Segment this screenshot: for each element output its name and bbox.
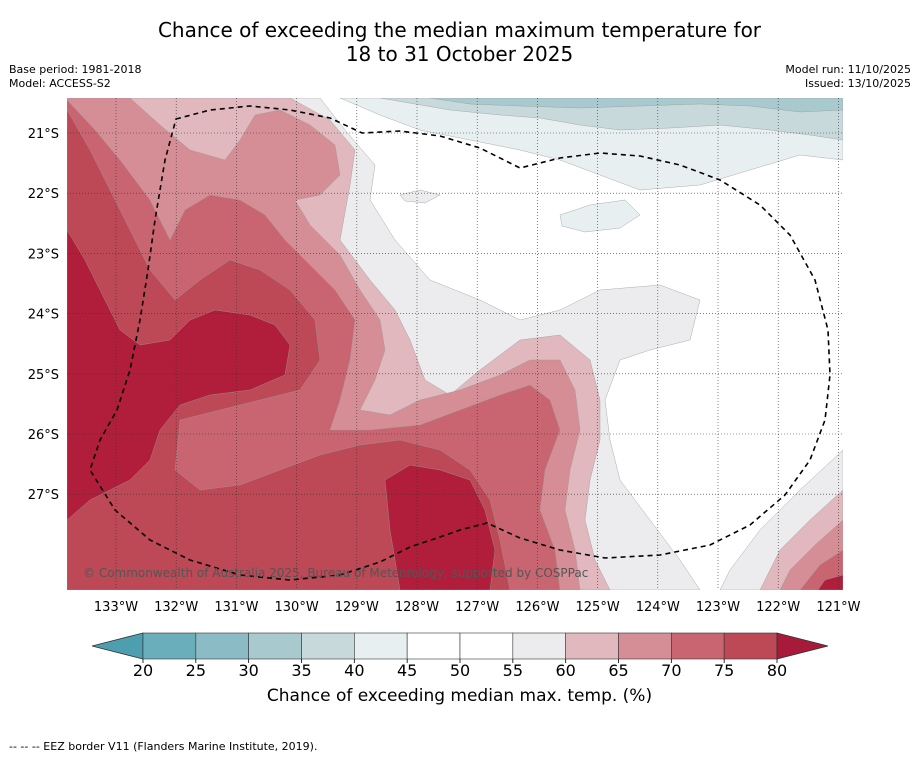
longitude-label: 126°W: [515, 600, 559, 615]
colorbar-tick-label: 65: [608, 661, 628, 680]
latitude-labels: 21°S 22°S 23°S 24°S 25°S 26°S 27°S: [28, 127, 59, 503]
colorbar: 20 25 30 35 40 45 50 55 60 65 70 75 80: [91, 632, 829, 680]
longitude-label: 133°W: [94, 600, 138, 615]
latitude-label: 27°S: [28, 488, 59, 503]
colorbar-segments: [91, 632, 829, 660]
latitude-label: 24°S: [28, 308, 59, 323]
latitude-label: 21°S: [28, 127, 59, 142]
colorbar-ticks: 20 25 30 35 40 45 50 55 60 65 70 75 80: [133, 659, 787, 680]
colorbar-segment: [512, 632, 566, 660]
model-run: Model run: 11/10/2025: [785, 63, 911, 76]
latitude-label: 23°S: [28, 247, 59, 262]
longitude-label: 123°W: [696, 600, 740, 615]
meta-right: Model run: 11/10/2025 Issued: 13/10/2025: [785, 63, 911, 91]
colorbar-tick-label: 80: [767, 661, 787, 680]
copyright-text: © Commonwealth of Australia 2025, Bureau…: [83, 566, 588, 580]
colorbar-segment: [301, 632, 355, 660]
colorbar-tick-label: 55: [503, 661, 523, 680]
colorbar-segment: [354, 632, 408, 660]
colorbar-under-arrow: [91, 632, 144, 660]
base-period: Base period: 1981-2018: [9, 63, 142, 76]
colorbar-tick-label: 30: [238, 661, 258, 680]
colorbar-tick-label: 60: [555, 661, 575, 680]
colorbar-segment: [723, 632, 778, 660]
longitude-label: 128°W: [395, 600, 439, 615]
longitude-label: 124°W: [636, 600, 680, 615]
colorbar-tick-label: 40: [344, 661, 364, 680]
longitude-label: 131°W: [214, 600, 258, 615]
latitude-label: 26°S: [28, 428, 59, 443]
colorbar-tick-label: 70: [661, 661, 681, 680]
issued-date: Issued: 13/10/2025: [804, 77, 911, 90]
band-30-35-north: [429, 98, 843, 113]
band-35-40-north: [379, 98, 843, 141]
forecast-map: © Commonwealth of Australia 2025, Bureau…: [28, 98, 861, 615]
longitude-label: 127°W: [455, 600, 499, 615]
colorbar-label: Chance of exceeding median max. temp. (%…: [266, 686, 653, 706]
longitude-label: 132°W: [154, 600, 198, 615]
title-line-2: 18 to 31 October 2025: [345, 42, 574, 66]
map-title: Chance of exceeding the median maximum t…: [0, 18, 919, 66]
probability-field: [67, 98, 843, 590]
band-above-80: [67, 229, 291, 521]
colorbar-segment: [459, 632, 514, 660]
longitude-label: 130°W: [275, 600, 319, 615]
band-above-80-south: [384, 464, 496, 590]
colorbar-tick-label: 75: [714, 661, 734, 680]
colorbar-segment: [195, 632, 249, 660]
model-name: Model: ACCESS-S2: [9, 77, 111, 90]
colorbar-tick-label: 35: [291, 661, 311, 680]
eez-border: [89, 105, 831, 581]
colorbar-tick-label: 50: [450, 661, 470, 680]
latitude-label: 25°S: [28, 368, 59, 383]
longitude-label: 125°W: [576, 600, 620, 615]
colorbar-over-arrow: [776, 632, 829, 660]
colorbar-segment: [248, 632, 302, 660]
colorbar-segment: [406, 632, 461, 660]
latitude-label: 22°S: [28, 187, 59, 202]
colorbar-tick-label: 20: [133, 661, 153, 680]
gridlines: [67, 98, 843, 590]
colorbar-segment: [618, 632, 672, 660]
colorbar-segment: [671, 632, 725, 660]
colorbar-segment: [142, 632, 197, 660]
longitude-label: 121°W: [816, 600, 860, 615]
longitude-label: 122°W: [756, 600, 800, 615]
longitude-label: 129°W: [335, 600, 379, 615]
colorbar-tick-label: 45: [397, 661, 417, 680]
colorbar-segment: [565, 632, 619, 660]
eez-footer-note: -- -- -- EEZ border V11 (Flanders Marine…: [9, 740, 318, 753]
meta-left: Base period: 1981-2018 Model: ACCESS-S2: [9, 63, 141, 91]
band-above-80-east: [817, 574, 843, 590]
title-line-1: Chance of exceeding the median maximum t…: [157, 18, 762, 42]
longitude-labels: 133°W 132°W 131°W 130°W 129°W 128°W 127°W 126°W…: [94, 600, 861, 615]
band-40-45-patch: [559, 199, 641, 233]
colorbar-tick-label: 25: [186, 661, 206, 680]
